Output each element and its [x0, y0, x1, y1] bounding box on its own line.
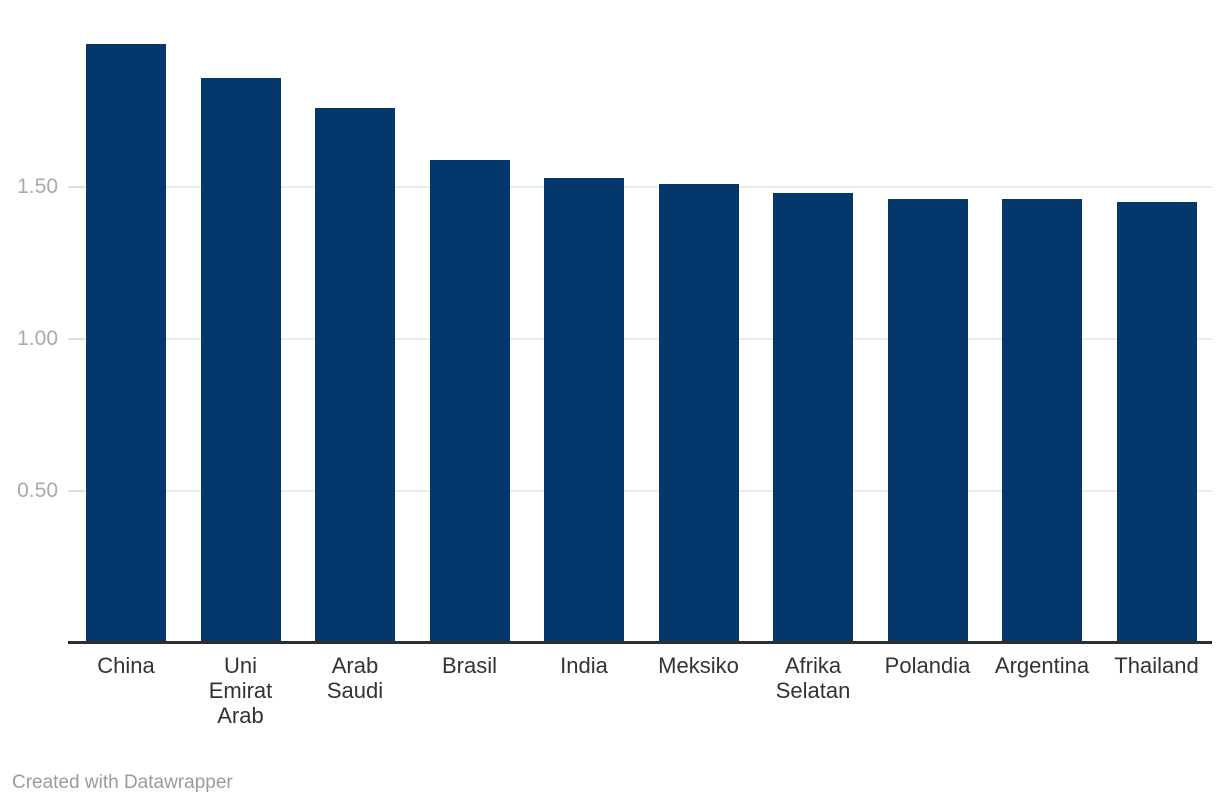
- datawrapper-credit-link[interactable]: Created with Datawrapper: [12, 772, 233, 793]
- y-tick-label: 1.50: [17, 175, 58, 198]
- bar-polandia[interactable]: [887, 199, 968, 643]
- gridline: [68, 186, 1212, 188]
- x-axis-label-china: China: [97, 653, 155, 678]
- bar-brasil[interactable]: [429, 159, 510, 643]
- y-axis-tick-mark: [68, 490, 84, 492]
- bar-argentina[interactable]: [1002, 199, 1082, 643]
- gridline: [68, 490, 1212, 492]
- y-axis-tick-mark: [68, 338, 84, 340]
- x-axis-label-meksiko: Meksiko: [658, 653, 739, 678]
- gridline: [68, 338, 1212, 340]
- x-axis-label-brasil: Brasil: [441, 653, 497, 678]
- x-axis-label-afrika-selatan: Afrika Selatan: [775, 653, 851, 703]
- bar-uni-emirat-arab[interactable]: [200, 77, 281, 643]
- x-axis-label-india: India: [560, 653, 608, 678]
- x-axis-line: [68, 641, 1212, 644]
- bar-meksiko[interactable]: [658, 183, 739, 643]
- bar-arab-saudi[interactable]: [315, 107, 395, 643]
- y-tick-label: 1.00: [17, 327, 58, 350]
- y-axis-tick-mark: [68, 186, 84, 188]
- x-axis-label-polandia: Polandia: [884, 653, 971, 678]
- x-axis-label-argentina: Argentina: [994, 653, 1090, 678]
- y-tick-label: 0.50: [17, 479, 58, 502]
- bar-china[interactable]: [86, 44, 166, 643]
- x-axis-label-uni-emirat-arab: Uni Emirat Arab: [208, 653, 273, 728]
- bar-afrika-selatan[interactable]: [773, 193, 853, 643]
- bar-india[interactable]: [544, 177, 624, 643]
- bar-thailand[interactable]: [1116, 202, 1197, 643]
- x-axis-label-arab-saudi: Arab Saudi: [326, 653, 384, 703]
- x-axis-label-thailand: Thailand: [1114, 653, 1199, 678]
